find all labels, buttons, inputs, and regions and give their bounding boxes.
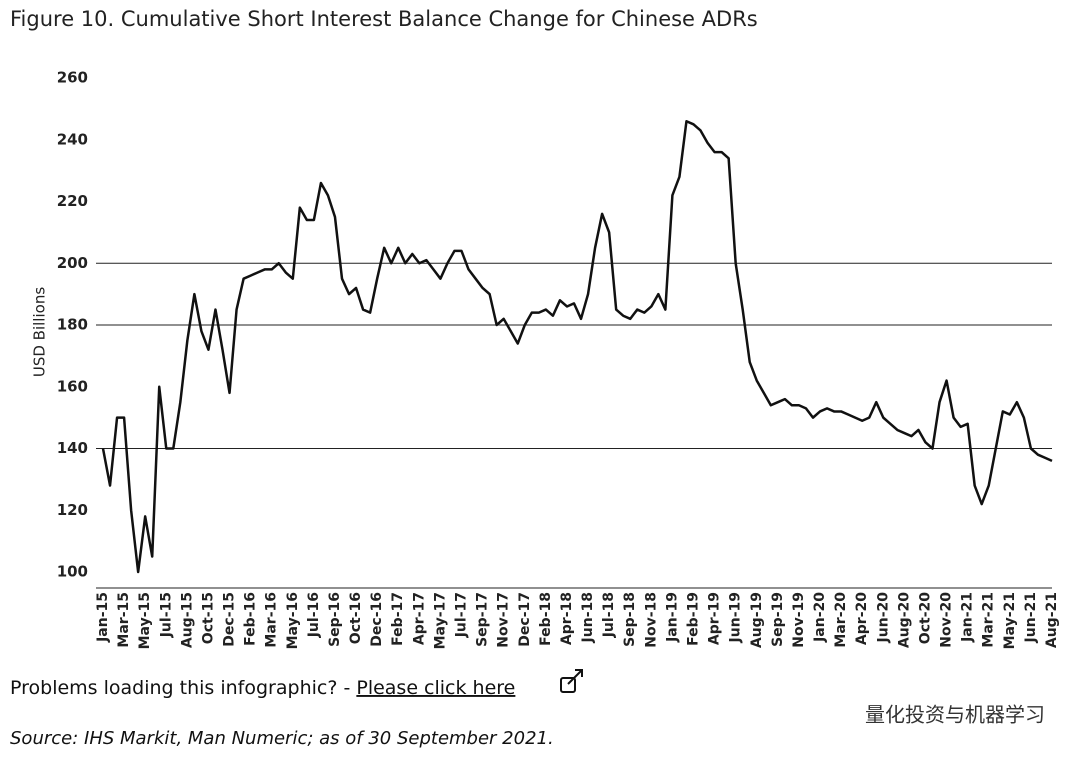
x-tick-label: Jun-19 (728, 592, 744, 643)
y-tick-label: 220 (57, 192, 88, 210)
x-tick-label: Nov-19 (791, 592, 807, 648)
x-tick-label: Sep-16 (327, 592, 343, 647)
x-tick-label: Jul-18 (601, 592, 617, 638)
x-tick-label: May-17 (432, 592, 448, 649)
x-tick-label: Apr-20 (854, 592, 870, 645)
x-tick-label: Aug-15 (179, 592, 195, 648)
y-tick-label: 100 (57, 563, 88, 581)
y-tick-label: 240 (57, 130, 88, 148)
x-tick-label: Sep-19 (770, 592, 786, 647)
x-tick-label: Dec-15 (222, 592, 238, 647)
x-tick-label: Feb-17 (390, 592, 406, 646)
x-tick-label: Feb-16 (243, 592, 259, 646)
x-tick-label: Jan-19 (664, 592, 680, 643)
x-tick-label: Nov-17 (496, 592, 512, 648)
x-tick-label: Oct-20 (917, 592, 933, 644)
x-tick-label: Oct-16 (348, 592, 364, 644)
link[interactable]: Please click here (356, 677, 515, 699)
x-tick-label: Jan-21 (960, 592, 976, 643)
watermark: 量化投资与机器学习 (865, 703, 1045, 727)
x-tick-label: Jan-20 (812, 592, 828, 643)
y-tick-label: 260 (57, 69, 88, 87)
x-tick-label: Mar-21 (981, 592, 997, 648)
y-tick-label: 180 (57, 316, 88, 334)
x-tick-label: May-16 (285, 592, 301, 649)
x-tick-label: Aug-20 (896, 592, 912, 648)
note: Problems loading this infographic? - Ple… (10, 677, 515, 699)
x-tick-label: Apr-18 (559, 592, 575, 645)
x-tick-label: Jun-18 (580, 592, 596, 643)
x-tick-label: May-21 (1002, 592, 1018, 649)
x-tick-label: Dec-16 (369, 592, 385, 647)
x-tick-label: Apr-19 (707, 592, 723, 645)
x-tick-label: Jun-21 (1023, 592, 1039, 643)
x-tick-label: Apr-17 (411, 592, 427, 645)
x-tick-label: Aug-21 (1044, 592, 1060, 648)
y-axis-label: USD Billions (31, 287, 49, 377)
x-tick-label: Jul-17 (454, 592, 470, 638)
x-tick-label: Sep-18 (622, 592, 638, 647)
x-tick-label: Feb-19 (685, 592, 701, 646)
x-tick-label: Oct-15 (200, 592, 216, 644)
x-tick-label: Feb-18 (538, 592, 554, 646)
x-tick-label: Sep-17 (475, 592, 491, 647)
x-tick-label: Aug-19 (749, 592, 765, 648)
y-tick-label: 120 (57, 501, 88, 519)
y-tick-label: 200 (57, 254, 88, 272)
x-tick-label: Jul-15 (158, 592, 174, 638)
line (101, 119, 1053, 574)
x-tick-label: May-15 (137, 592, 153, 649)
note-text: Problems loading this infographic? - (10, 677, 356, 699)
chart-title: Figure 10. Cumulative Short Interest Bal… (10, 7, 758, 31)
y-tick-label: 160 (57, 377, 88, 395)
source: Source: IHS Markit, Man Numeric; as of 3… (10, 728, 554, 749)
x-tick-label: Jul-16 (306, 592, 322, 638)
y-tick-label: 140 (57, 439, 88, 457)
x-tick-label: Nov-18 (643, 592, 659, 648)
x-tick-label: Dec-17 (517, 592, 533, 647)
x-tick-label: Nov-20 (939, 592, 955, 648)
link-icon[interactable] (560, 669, 583, 693)
x-tick-label: Mar-20 (833, 592, 849, 648)
x-tick-label: Mar-16 (264, 592, 280, 648)
x-tick-label: Jun-20 (875, 592, 891, 644)
x-tick-label: Mar-15 (116, 592, 132, 648)
x-tick-label: Jan-15 (95, 592, 111, 643)
